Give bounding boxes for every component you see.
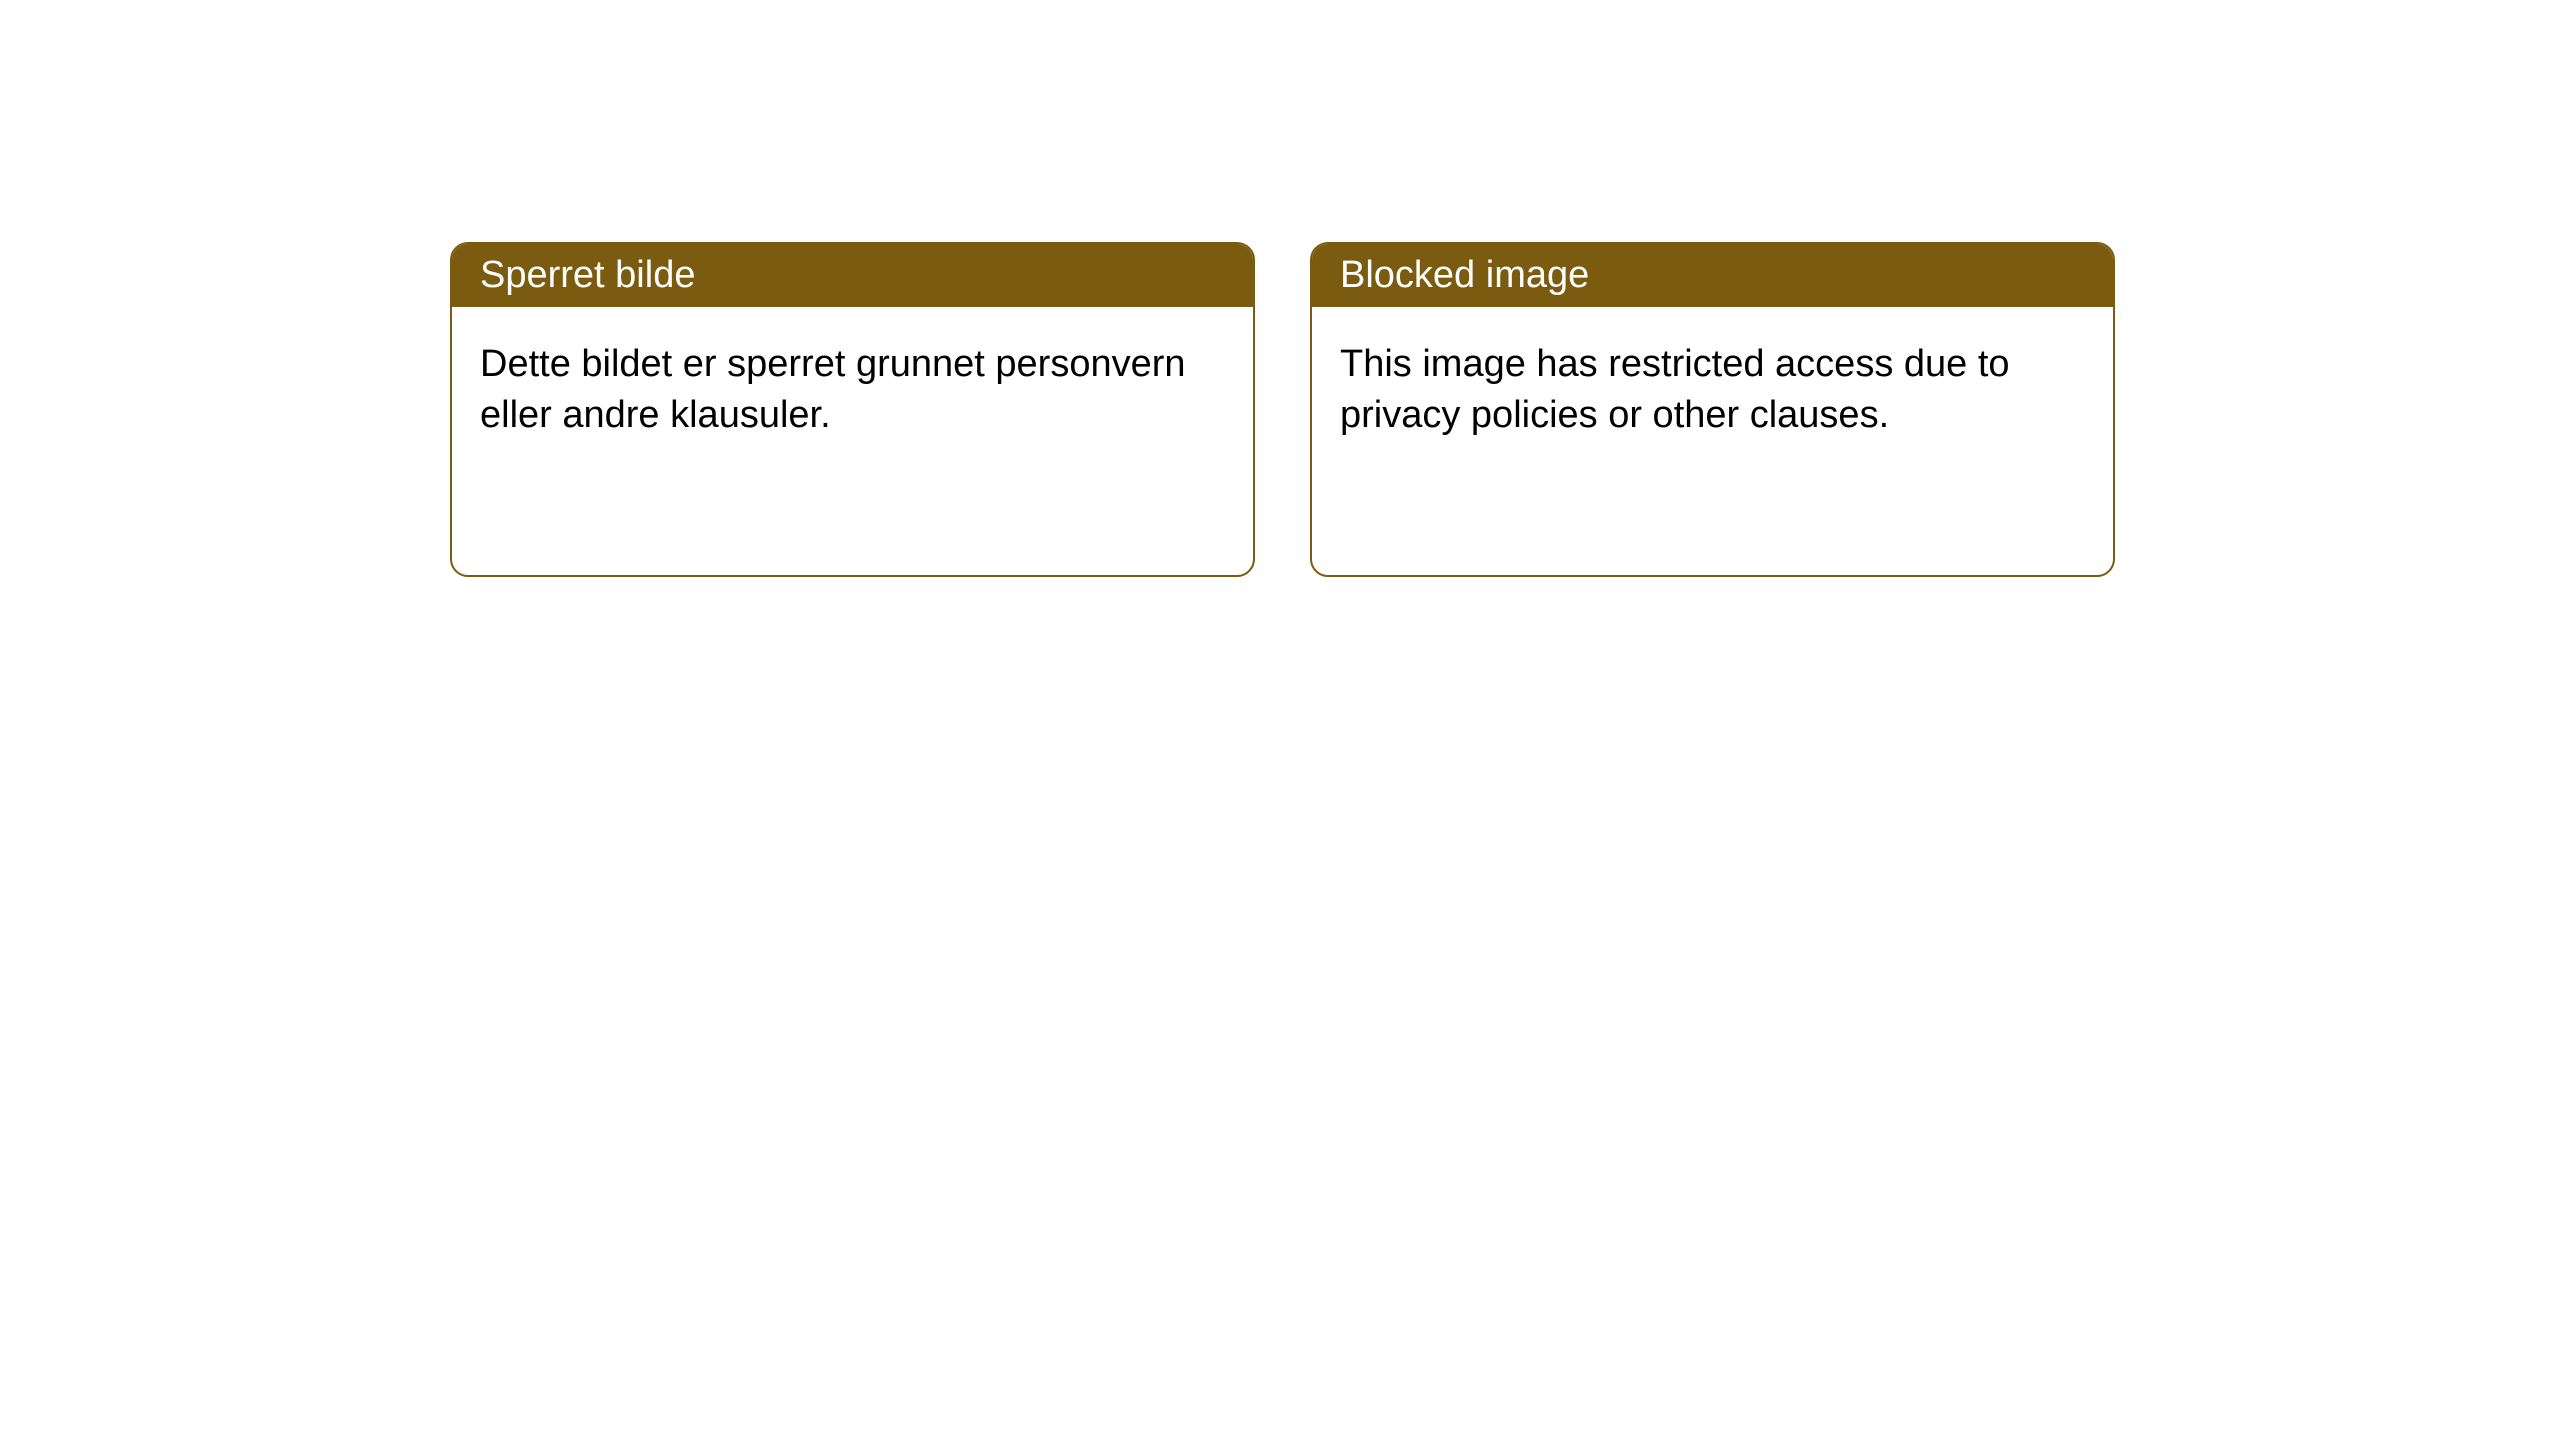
cards-container: Sperret bilde Dette bildet er sperret gr… [0, 0, 2560, 577]
card-body-english: This image has restricted access due to … [1312, 307, 2113, 474]
card-title: Blocked image [1340, 254, 1589, 296]
card-body-text: Dette bildet er sperret grunnet personve… [480, 343, 1186, 436]
card-norwegian: Sperret bilde Dette bildet er sperret gr… [450, 242, 1255, 577]
card-header-norwegian: Sperret bilde [452, 244, 1253, 307]
card-title: Sperret bilde [480, 254, 695, 296]
card-body-norwegian: Dette bildet er sperret grunnet personve… [452, 307, 1253, 474]
card-body-text: This image has restricted access due to … [1340, 343, 2010, 436]
card-header-english: Blocked image [1312, 244, 2113, 307]
card-english: Blocked image This image has restricted … [1310, 242, 2115, 577]
